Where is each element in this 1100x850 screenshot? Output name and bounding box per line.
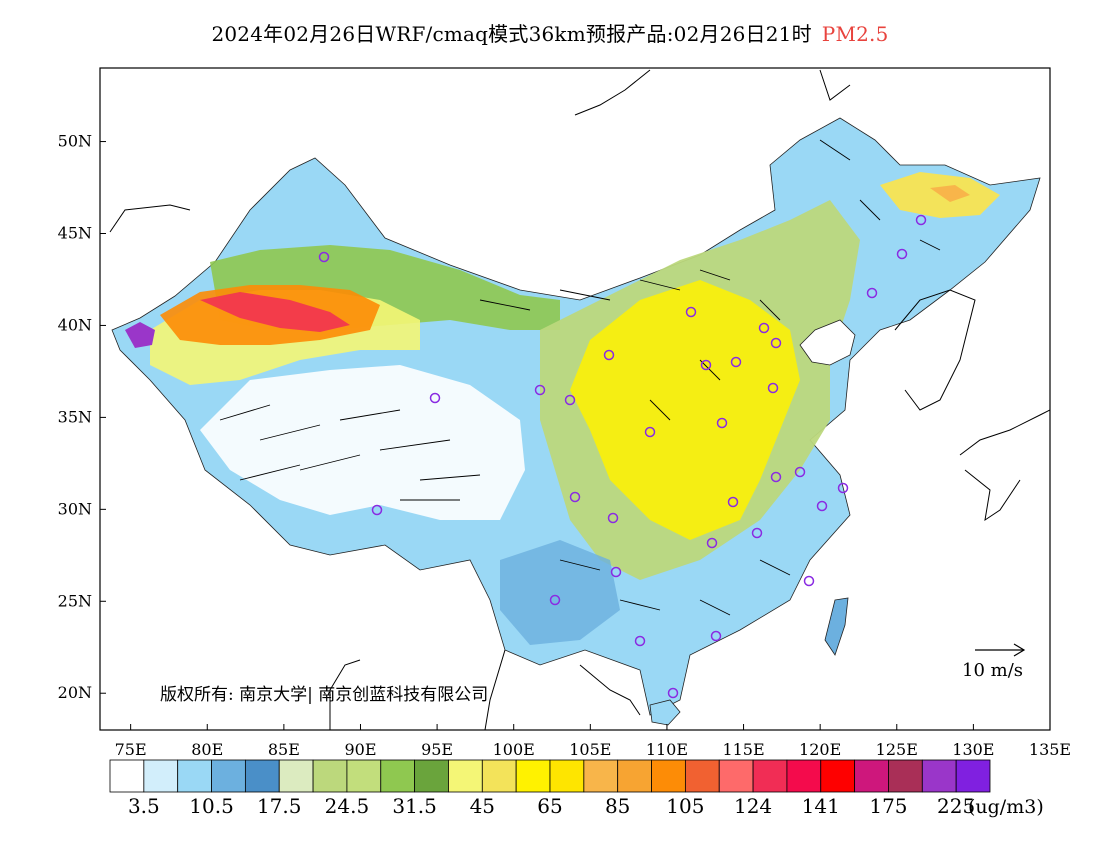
coastline-korea-japan (894, 289, 1050, 522)
x-tick-label: 95E (421, 740, 453, 759)
colorbar-label: 3.5 (127, 794, 160, 818)
colorbar-label: 141 (801, 794, 840, 818)
y-tick-label: 50N (58, 132, 92, 151)
colorbar-swatch (143, 759, 179, 793)
x-tick-label: 105E (569, 740, 611, 759)
map-frame (99, 67, 1051, 731)
y-tick-label: 25N (58, 591, 92, 610)
y-axis: 20N 25N 30N 35N 40N 45N 50N (58, 132, 106, 702)
colorbar-swatch (448, 759, 483, 793)
x-tick-label: 125E (876, 740, 918, 759)
colorbar-swatch (888, 759, 923, 793)
colorbar-label: 24.5 (324, 794, 370, 818)
title-main: 2024年02月26日WRF/cmaq模式36km预报产品:02月26日21时 (211, 22, 812, 46)
south-blue-region (500, 540, 620, 645)
colorbar-swatch (921, 759, 957, 793)
colorbar-swatch (854, 759, 889, 793)
y-tick-label: 30N (58, 499, 92, 518)
colorbar-swatch (786, 759, 822, 793)
taiwan-island (824, 597, 849, 656)
plateau-low-pm-region (200, 365, 525, 520)
colorbar-swatch (549, 759, 585, 793)
x-tick-label: 115E (722, 740, 764, 759)
x-tick-label: 120E (799, 740, 841, 759)
colorbar (109, 759, 991, 793)
y-tick-label: 40N (58, 315, 92, 334)
colorbar-swatch (718, 759, 754, 793)
colorbar-swatch (752, 759, 788, 793)
colorbar-swatch (955, 759, 991, 793)
colorbar-swatch (177, 759, 212, 793)
y-tick-label: 45N (58, 224, 92, 243)
colorbar-swatch (211, 759, 246, 793)
colorbar-label: 175 (869, 794, 908, 818)
colorbar-label: 31.5 (392, 794, 437, 818)
x-tick-label: 80E (191, 740, 223, 759)
colorbar-swatch (244, 759, 280, 793)
city-markers (318, 214, 927, 699)
wind-scale-label: 10 m/s (962, 660, 1023, 681)
colorbar-label: 17.5 (256, 794, 302, 818)
colorbar-swatch (109, 759, 145, 793)
yellow-central-high (570, 280, 800, 540)
y-tick-label: 35N (58, 407, 92, 426)
x-tick-label: 130E (952, 740, 994, 759)
colorbar-label: 65 (537, 794, 563, 818)
tarim-red-core (200, 292, 350, 332)
copyright-text: 版权所有: 南京大学| 南京创蓝科技有限公司 (160, 685, 489, 705)
wind-scale-arrow (975, 643, 1026, 657)
colorbar-swatch (278, 759, 314, 793)
colorbar-label: 85 (604, 794, 631, 818)
bohai-sea (799, 319, 856, 366)
map-title: 2024年02月26日WRF/cmaq模式36km预报产品:02月26日21时 P… (0, 18, 1100, 47)
colorbar-label: 124 (733, 794, 773, 818)
colorbar-label: 10.5 (189, 794, 234, 818)
y-tick-label: 20N (58, 683, 92, 702)
x-tick-label: 75E (115, 740, 147, 759)
wind-vector-field (219, 139, 941, 616)
x-axis: 75E 80E 85E 90E 95E 100E 105E 110E 115E 120E 125E 1… (115, 724, 1071, 759)
northeast-orange-core (930, 185, 970, 202)
colorbar-swatch (380, 759, 416, 793)
title-variable: PM2.5 (821, 22, 889, 46)
colorbar-swatch (346, 759, 382, 793)
hainan-island (649, 699, 681, 726)
colorbar-label: 225 (937, 794, 976, 818)
x-tick-label: 85E (268, 740, 300, 759)
colorbar-swatch (583, 759, 619, 793)
colorbar-swatch (312, 759, 348, 793)
x-tick-label: 90E (344, 740, 376, 759)
coastline-russia (109, 69, 851, 233)
colorbar-swatch (515, 759, 551, 793)
colorbar-swatch (820, 759, 856, 793)
colorbar-label: 45 (469, 794, 496, 818)
colorbar-swatch (684, 759, 720, 793)
colorbar-label: 105 (666, 794, 705, 818)
x-tick-label: 100E (493, 740, 535, 759)
colorbar-unit: (ug/m3) (968, 796, 1044, 818)
x-tick-label: 110E (646, 740, 688, 759)
colorbar-swatch (481, 759, 517, 793)
x-tick-label: 135E (1029, 740, 1071, 759)
colorbar-swatch (651, 759, 686, 793)
indochina-coast (329, 649, 641, 730)
kashgar-purple-core (125, 322, 155, 348)
colorbar-swatch (414, 759, 449, 793)
map-plot-area (109, 69, 1050, 730)
colorbar-swatch (617, 759, 652, 793)
